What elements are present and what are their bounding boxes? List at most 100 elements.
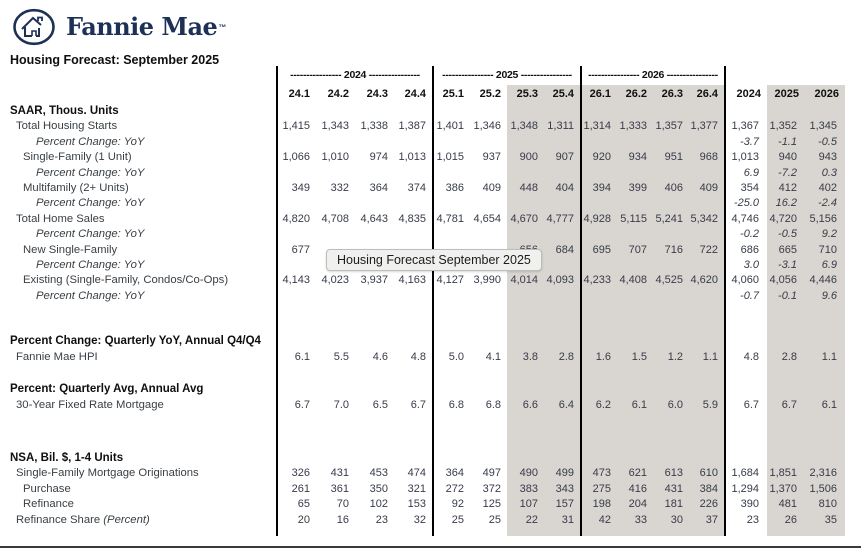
table-cell: 481 — [767, 497, 805, 513]
table-cell: 5,156 — [805, 211, 845, 228]
table-cell — [653, 450, 689, 467]
quarter-column-header: 26.3 — [653, 85, 689, 104]
table-cell — [276, 196, 316, 212]
table-cell: 1,013 — [724, 150, 767, 166]
table-cell — [544, 288, 581, 305]
table-cell: 5,342 — [689, 211, 725, 228]
table-cell — [689, 450, 725, 467]
table-cell — [316, 365, 355, 382]
table-cell — [394, 451, 433, 466]
table-cell: 4,093 — [544, 273, 581, 289]
table-cell: 22 — [507, 512, 544, 528]
table-cell: 1,352 — [767, 119, 805, 135]
table-row: 30-Year Fixed Rate Mortgage 6.7 7.0 6.5 6.7 6… — [10, 397, 845, 413]
table-cell: 490 — [507, 466, 544, 482]
table-cell: 20 — [276, 512, 316, 528]
table-cell — [653, 412, 689, 451]
table-cell — [767, 104, 805, 120]
table-cell: 934 — [617, 150, 653, 166]
table-cell: 940 — [767, 150, 805, 166]
table-cell — [276, 104, 316, 120]
table-cell: -7.2 — [767, 165, 805, 182]
table-cell: 409 — [482, 182, 501, 195]
table-cell: 1,343 — [321, 120, 349, 133]
table-cell — [394, 334, 433, 349]
table-cell — [544, 450, 581, 467]
table-cell: 23 — [724, 512, 767, 528]
table-cell: 33 — [617, 512, 653, 528]
table-cell — [316, 451, 355, 466]
corner-cell — [10, 66, 277, 85]
row-label: Percent Change: YoY — [36, 259, 145, 272]
row-label: Refinance — [23, 498, 74, 511]
table-cell: 7.0 — [333, 398, 349, 411]
table-cell: 25 — [432, 512, 470, 528]
table-cell — [617, 450, 653, 467]
row-label: Total Home Sales — [16, 212, 105, 225]
table-cell — [394, 365, 433, 382]
table-cell: 4,233 — [580, 273, 617, 289]
table-cell: 409 — [689, 181, 725, 197]
table-cell: 4,143 — [276, 273, 316, 289]
table-cell: 2,316 — [805, 466, 845, 482]
table-cell — [724, 365, 767, 383]
table-cell — [805, 334, 845, 350]
table-cell: 1.1 — [689, 349, 725, 366]
table-cell — [617, 334, 653, 350]
table-cell: 372 — [482, 482, 501, 495]
table-cell — [394, 304, 433, 334]
table-cell: 1,851 — [767, 466, 805, 482]
forecast-table-container: ---------------- 2024 ---------------- --… — [10, 66, 845, 536]
table-cell — [580, 134, 617, 151]
table-cell: 4,408 — [617, 273, 653, 289]
table-cell — [653, 527, 689, 536]
table-cell: 412 — [767, 181, 805, 197]
table-cell — [617, 412, 653, 451]
table-cell: 226 — [689, 497, 725, 513]
table-cell: 402 — [805, 181, 845, 197]
table-cell: 968 — [689, 150, 725, 166]
table-cell — [617, 304, 653, 335]
table-cell: 4.1 — [485, 350, 501, 363]
table-cell: -1.1 — [767, 134, 805, 151]
table-cell: 499 — [544, 466, 581, 482]
table-cell: 157 — [544, 497, 581, 513]
table-cell: 3.8 — [507, 349, 544, 366]
table-cell: 448 — [507, 181, 544, 197]
table-cell: 613 — [653, 466, 689, 482]
table-cell — [544, 196, 581, 212]
table-cell: -3.1 — [767, 258, 805, 274]
table-cell: 1,346 — [473, 120, 501, 133]
table-cell — [617, 196, 653, 212]
table-cell — [544, 104, 581, 120]
table-cell: 343 — [544, 481, 581, 498]
table-cell — [767, 527, 805, 536]
table-cell — [507, 196, 544, 212]
table-cell — [689, 258, 725, 274]
row-label — [10, 413, 277, 451]
table-cell — [355, 227, 394, 242]
row-label: Single-Family (1 Unit) — [23, 151, 132, 164]
table-cell: 6.7 — [724, 397, 767, 413]
table-cell: -0.5 — [767, 227, 805, 243]
table-row: Total Home Sales 4,820 4,708 4,643 4,835 4,78… — [10, 211, 845, 228]
table-cell: 4,835 — [398, 212, 426, 225]
quarter-column-header: 25.1 — [432, 85, 470, 104]
table-cell — [276, 165, 316, 182]
quarter-column-header: 26.1 — [580, 85, 617, 104]
table-cell: 1.1 — [805, 349, 845, 366]
table-cell — [276, 382, 316, 398]
table-cell — [470, 304, 507, 334]
table-cell: 1,401 — [432, 119, 470, 135]
table-cell: 3.0 — [724, 258, 767, 274]
table-cell: 1,010 — [321, 151, 349, 164]
table-cell: 1,377 — [689, 119, 725, 135]
table-cell: 4,163 — [398, 274, 426, 287]
table-cell — [507, 527, 544, 536]
table-cell — [432, 104, 470, 120]
row-label — [10, 365, 277, 382]
table-cell: 1,338 — [360, 120, 388, 133]
table-cell: 181 — [653, 497, 689, 513]
table-cell: 26 — [767, 512, 805, 528]
table-cell: 2.8 — [544, 349, 581, 366]
